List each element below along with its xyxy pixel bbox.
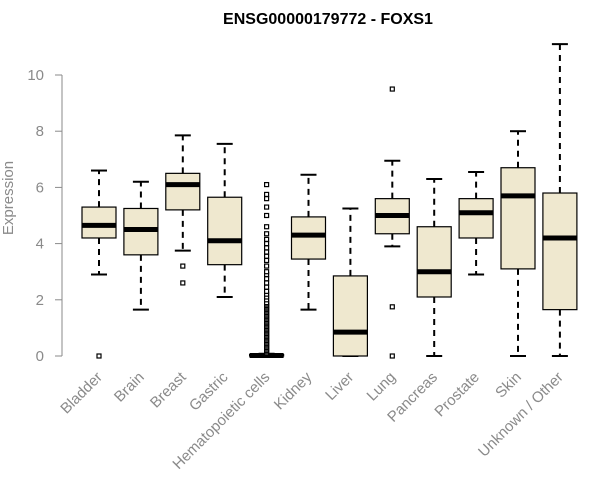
- outlier-point: [264, 181, 270, 188]
- x-tick-label: Prostate: [431, 369, 483, 421]
- outlier-point: [389, 86, 395, 92]
- iqr-box: [332, 275, 368, 357]
- y-tick-label: 0: [36, 348, 44, 365]
- x-tick-label: Kidney: [271, 368, 316, 413]
- outlier-point: [96, 353, 102, 359]
- outlier-point: [264, 280, 270, 286]
- iqr-box: [165, 172, 201, 211]
- outlier-point: [264, 241, 270, 247]
- outlier-point: [264, 253, 270, 259]
- outlier-point: [264, 276, 270, 282]
- outlier-point: [264, 191, 270, 198]
- y-axis: 0 2 4 6 8 10: [27, 67, 63, 365]
- iqr-box: [500, 167, 536, 270]
- outlier-point: [180, 263, 186, 269]
- outlier-point: [264, 245, 270, 251]
- box-hematopoietic-cells: [249, 181, 285, 358]
- outlier-point: [264, 263, 270, 269]
- box-kidney: [290, 173, 327, 311]
- outlier-point: [264, 288, 270, 294]
- y-tick-label: 2: [36, 292, 44, 309]
- box-bladder: [81, 169, 117, 359]
- x-tick-label: Lung: [364, 369, 400, 405]
- outlier-point: [264, 236, 270, 242]
- y-axis-label: Expression: [0, 161, 17, 235]
- iqr-box: [207, 196, 243, 266]
- x-tick-label: Breast: [147, 368, 190, 411]
- outlier-point: [389, 353, 395, 359]
- iqr-box: [542, 192, 578, 311]
- outlier-point: [264, 249, 270, 255]
- iqr-box: [290, 216, 327, 260]
- plot-area: [81, 43, 578, 359]
- iqr-box: [416, 226, 452, 298]
- y-tick-label: 6: [36, 179, 44, 196]
- box-pancreas: [416, 177, 452, 357]
- box-skin: [500, 130, 536, 357]
- outlier-point: [264, 196, 270, 202]
- outlier-point: [264, 284, 270, 290]
- outlier-point: [264, 204, 270, 210]
- x-tick-label: Skin: [492, 369, 525, 402]
- outlier-point: [264, 231, 270, 237]
- outlier-point: [264, 212, 270, 219]
- outlier-point: [180, 280, 186, 286]
- outlier-point: [389, 304, 395, 310]
- outlier-point: [264, 257, 270, 264]
- box-brain: [123, 180, 159, 311]
- y-tick-label: 4: [36, 236, 44, 253]
- box-liver: [332, 207, 368, 357]
- outlier-point: [264, 224, 270, 230]
- x-tick-label: Brain: [111, 369, 148, 406]
- iqr-box: [458, 198, 494, 239]
- y-tick-label: 8: [36, 123, 44, 140]
- x-tick-label: Bladder: [57, 369, 106, 418]
- y-tick-label: 10: [27, 67, 44, 84]
- iqr-box: [81, 206, 117, 239]
- box-lung: [374, 86, 410, 359]
- box-gastric: [207, 142, 243, 298]
- box-unknown-other: [542, 43, 578, 357]
- x-tick-label: Liver: [322, 369, 357, 404]
- box-prostate: [458, 170, 494, 276]
- chart-title: ENSG00000179772 - FOXS1: [223, 11, 433, 28]
- box-breast: [165, 134, 201, 286]
- outlier-point: [264, 269, 270, 275]
